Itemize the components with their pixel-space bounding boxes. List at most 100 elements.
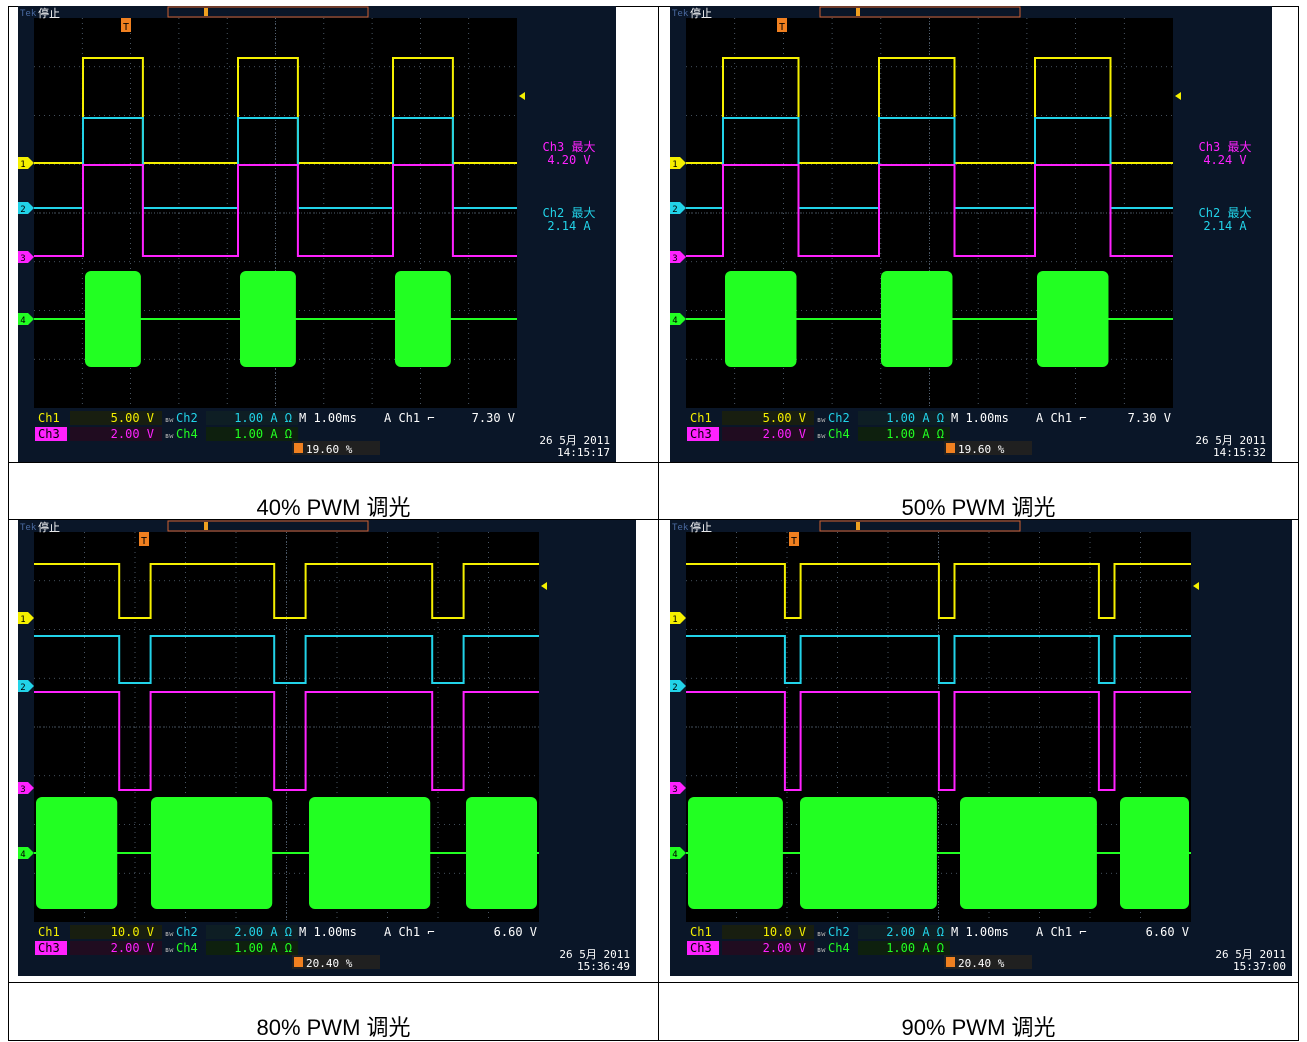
ch4-scale: 1.00 A Ω (886, 941, 944, 955)
bw-icon: ʙᴡ (817, 416, 826, 424)
ch4-burst (151, 797, 273, 909)
ch4-burst (800, 797, 937, 909)
ch1-waveform (686, 563, 1191, 619)
ch4-label: Ch4 (828, 941, 850, 955)
caption-80: 80% PWM 调光 (256, 1015, 411, 1040)
record-bar (167, 520, 369, 532)
ch3-label-box (687, 427, 719, 441)
ch1-marker-label: 1 (20, 615, 25, 625)
record-bar (819, 520, 1021, 532)
ch2-waveform (686, 117, 1173, 209)
timebase: M 1.00ms (951, 411, 1009, 425)
ch1-ground-marker (18, 157, 34, 169)
record-trigger-marker (204, 522, 208, 530)
ch3-marker-label: 3 (20, 254, 25, 264)
ch1-ground-marker (670, 157, 686, 169)
ch1-scale-box (722, 411, 814, 425)
caption-90: 90% PWM 调光 (901, 1015, 1056, 1040)
record-trigger-marker (204, 8, 208, 16)
record-bar (167, 6, 369, 18)
trigger-level-arrow (519, 92, 525, 100)
scope-screenshot-50: Tek 停止 T 1 2 3 4 Ch1 5.00 V ʙᴡ Ch2 1.00 A Ω M 1.00ms… (670, 6, 1272, 462)
position-T-icon (294, 957, 303, 967)
ch2-max-value: 2.14 A (547, 219, 591, 233)
ch2-ground-marker (18, 202, 34, 214)
ch4-ground-marker (670, 313, 686, 325)
ch3-ground-marker (18, 782, 34, 794)
ch1-label: Ch1 (690, 925, 712, 939)
trigger-position-marker (139, 532, 149, 546)
ch3-scale: 2.00 V (763, 941, 806, 955)
trigger-position: 19.60 % (958, 443, 1005, 456)
ch4-scale: 1.00 A Ω (234, 427, 292, 441)
tek-logo: Tek (672, 523, 689, 533)
ch3-marker-label: 3 (672, 254, 677, 264)
ch3-waveform (686, 691, 1191, 791)
position-box (292, 441, 380, 455)
ch2-label: Ch2 (176, 925, 198, 939)
scope-svg: Tek 停止 T 1 2 3 4 Ch1 5.00 V ʙᴡ Ch2 1.00 A Ω M 1.00ms… (670, 6, 1272, 459)
ch4-scale-box (206, 941, 298, 955)
position-T-icon (946, 443, 955, 453)
ch3-scale-box (722, 427, 814, 441)
trigger-position: 20.40 % (958, 957, 1005, 970)
ch4-marker-label: 4 (20, 850, 25, 860)
ch2-scale: 1.00 A Ω (234, 411, 292, 425)
ch3-scale-box (722, 941, 814, 955)
ch4-burst (725, 271, 797, 367)
ch2-marker-label: 2 (20, 205, 25, 215)
ch4-marker-label: 4 (672, 850, 677, 860)
date-readout: 26 5月 2011 (539, 434, 610, 447)
status-stop: 停止 (690, 6, 712, 20)
trigger-source: A Ch1 ⌐ (1036, 411, 1087, 425)
ch4-scale-box (858, 427, 950, 441)
scope-screenshot-90: Tek 停止 T 1 2 3 4 Ch1 10.0 V ʙᴡ Ch2 2.00 A Ω M 1.00ms… (670, 520, 1292, 976)
ch3-scale: 2.00 V (111, 941, 154, 955)
ch3-label: Ch3 (690, 427, 712, 441)
caption-50: 50% PWM 调光 (901, 495, 1056, 520)
status-stop: 停止 (38, 6, 60, 20)
trigger-position-marker (789, 532, 799, 546)
position-box (944, 441, 1032, 455)
trigger-level: 7.30 V (1128, 411, 1171, 425)
ch1-scale-box (70, 925, 162, 939)
ch3-label: Ch3 (690, 941, 712, 955)
status-bar (670, 6, 1272, 18)
ch4-label: Ch4 (176, 941, 198, 955)
position-T-icon (294, 443, 303, 453)
ch1-label: Ch1 (38, 925, 60, 939)
trigger-position-marker (777, 18, 787, 32)
ch2-max-label: Ch2 最大 (1199, 206, 1252, 220)
bw-icon: ʙᴡ (817, 930, 826, 938)
ch4-ground-marker (670, 847, 686, 859)
tek-logo: Tek (20, 9, 37, 19)
trigger-T-label: T (123, 22, 129, 33)
ch2-waveform (686, 635, 1191, 684)
ch2-scale: 1.00 A Ω (886, 411, 944, 425)
ch2-scale-box (206, 411, 298, 425)
ch2-scale-box (858, 411, 950, 425)
ch4-burst (688, 797, 783, 909)
ch1-marker-label: 1 (20, 160, 25, 170)
date-readout: 26 5月 2011 (1215, 948, 1286, 961)
ch4-burst (466, 797, 537, 909)
ch3-ground-marker (18, 251, 34, 263)
ch3-label-box (35, 427, 67, 441)
trigger-level-arrow (541, 582, 547, 590)
ch4-burst (960, 797, 1097, 909)
ch4-burst (36, 797, 118, 909)
ch2-scale-box (206, 925, 298, 939)
ch3-scale-box (70, 941, 162, 955)
bw-icon-2: ʙᴡ (165, 432, 174, 440)
ch3-max-label: Ch3 最大 (543, 140, 596, 154)
trigger-source: A Ch1 ⌐ (1036, 925, 1087, 939)
trigger-level-arrow (1193, 582, 1199, 590)
ch3-label-box (687, 941, 719, 955)
ch4-burst (1037, 271, 1109, 367)
timebase: M 1.00ms (299, 925, 357, 939)
bw-icon-2: ʙᴡ (165, 946, 174, 954)
ch1-scale-box (70, 411, 162, 425)
bw-icon-2: ʙᴡ (817, 432, 826, 440)
timebase: M 1.00ms (299, 411, 357, 425)
ch3-max-value: 4.20 V (547, 153, 590, 167)
